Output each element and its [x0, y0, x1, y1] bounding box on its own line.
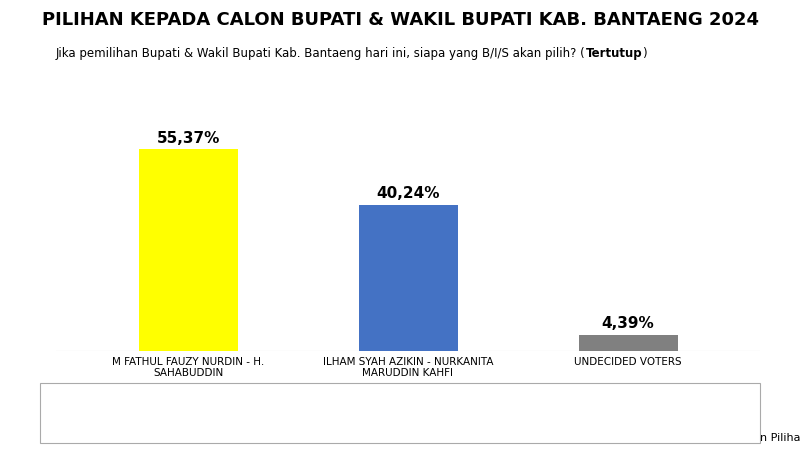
Bar	[578, 335, 678, 351]
Text: unggul (55,37%)  kemudian disusul: unggul (55,37%) kemudian disusul	[420, 400, 625, 410]
Bar	[358, 205, 458, 351]
Text: Jika pemilihan Bupati & Wakil Bupati Kab. Bantaeng hari ini, siapa yang B/I/S ak: Jika pemilihan Bupati & Wakil Bupati Kab…	[56, 47, 586, 60]
Bar	[138, 149, 238, 351]
Text: (40,24%), dan Belum menentukan Pilihan 4,39%: (40,24%), dan Belum menentukan Pilihan 4…	[571, 432, 800, 442]
Text: - Nurkanita Maruddin Kahfi: - Nurkanita Maruddin Kahfi	[400, 432, 571, 442]
Text: 55,37%: 55,37%	[156, 131, 220, 146]
Text: Muh Fathul Fauzy Nurdin – Sahabuddin: Muh Fathul Fauzy Nurdin – Sahabuddin	[177, 400, 420, 410]
Text: Tertutup: Tertutup	[586, 47, 642, 60]
Text: ): )	[642, 47, 647, 60]
Text: 4,39%: 4,39%	[602, 316, 654, 331]
Text: 40,24%: 40,24%	[376, 186, 440, 201]
Text: Sementara Pasangan: Sementara Pasangan	[51, 400, 177, 410]
Text: PILIHAN KEPADA CALON BUPATI & WAKIL BUPATI KAB. BANTAENG 2024: PILIHAN KEPADA CALON BUPATI & WAKIL BUPA…	[42, 11, 758, 29]
Text: Ilham Syah Azikin: Ilham Syah Azikin	[625, 400, 737, 410]
